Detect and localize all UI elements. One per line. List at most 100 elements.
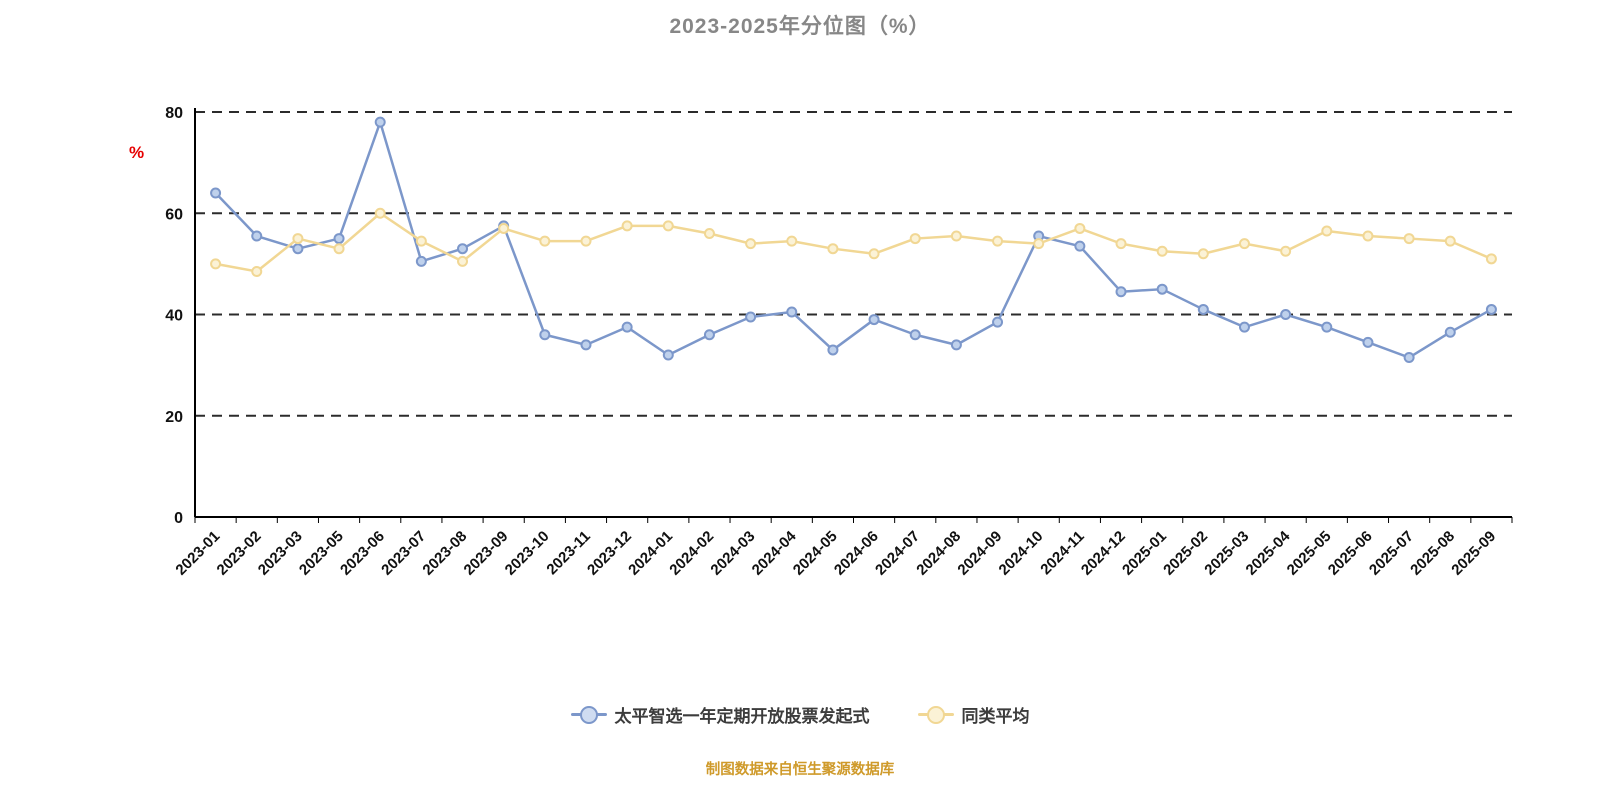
data-point [786,306,798,318]
data-point [909,233,921,245]
y-tick-label-0: 0 [174,510,183,527]
data-point [415,255,427,267]
data-point [1238,238,1250,250]
data-point [1197,303,1209,315]
average-series-marker-icon [917,705,954,724]
series-line-0 [214,120,1493,359]
x-tick-label: 2024-10 [996,528,1047,579]
data-point [1403,352,1415,364]
data-point [662,220,674,232]
x-tick-label: 2023-03 [255,528,306,579]
data-point [1074,240,1086,252]
y-tick-label-60: 60 [165,206,183,223]
data-point [374,116,386,128]
data-point [1403,233,1415,245]
x-tick-label: 2024-02 [666,528,717,579]
data-point [827,344,839,356]
data-point [1115,238,1127,250]
data-point [210,258,222,270]
x-tick-label: 2024-05 [790,528,841,579]
data-point [621,321,633,333]
data-point [1033,238,1045,250]
y-tick-label-80: 80 [165,105,183,122]
x-tick-label: 2024-03 [707,528,758,579]
data-point [457,255,469,267]
data-point [1074,222,1086,234]
x-tick-label: 2023-12 [584,528,635,579]
data-point [745,311,757,323]
x-tick-label: 2023-07 [378,528,429,579]
x-tick-label: 2024-09 [954,528,1005,579]
data-point [1485,303,1497,315]
data-point [580,235,592,247]
data-point [251,265,263,277]
data-point [1197,248,1209,260]
fund-series-marker-icon [570,705,607,724]
data-point [703,228,715,239]
data-point [1156,245,1168,257]
x-tick-label: 2023-10 [502,528,553,579]
x-tick-label: 2025-07 [1366,528,1417,579]
legend-label-fund: 太平智选一年定期开放股票发起式 [614,707,870,726]
x-tick-label: 2025-06 [1325,528,1376,579]
data-point [1321,321,1333,333]
data-point [662,349,674,361]
data-point [868,314,880,326]
data-point [251,230,263,242]
x-tick-label: 2023-06 [337,528,388,579]
legend-item-average[interactable]: 同类平均 [917,702,1030,727]
x-tick-label: 2024-01 [625,528,676,579]
data-point [909,329,921,341]
x-tick-label: 2025-09 [1448,528,1499,579]
data-point [745,238,757,250]
x-tick-label: 2023-05 [296,528,347,579]
data-point [868,248,880,260]
data-point [1156,283,1168,295]
data-point [415,235,427,247]
data-point [992,235,1004,247]
data-point [1444,235,1456,247]
data-point [292,233,304,245]
x-tick-label: 2024-06 [831,528,882,579]
y-axis-unit-label: % [129,143,145,162]
series-line-1 [214,212,1493,273]
x-tick-label: 2024-08 [913,528,964,579]
data-point [457,243,469,255]
data-point [1280,245,1292,257]
data-point [1115,286,1127,298]
data-point [827,243,839,255]
data-point [950,339,962,351]
data-point [1280,309,1292,320]
data-point [1238,321,1250,333]
y-tick-label-40: 40 [165,308,183,325]
x-tick-label: 2023-02 [214,528,265,579]
data-point [539,235,551,247]
data-point [333,243,345,255]
x-tick-label: 2023-01 [172,528,223,579]
data-point [1444,326,1456,338]
x-tick-label: 2024-12 [1078,528,1129,579]
x-tick-label: 2025-03 [1201,528,1252,579]
data-point [1321,225,1333,237]
x-tick-label: 2024-04 [749,527,800,578]
data-point [1362,336,1374,348]
data-point [703,329,715,341]
data-point [210,187,222,199]
x-tick-label: 2025-08 [1407,528,1458,579]
x-tick-label: 2023-11 [543,528,593,578]
legend-label-average: 同类平均 [961,707,1030,726]
x-tick-label: 2025-04 [1243,527,1294,578]
x-tick-label: 2025-02 [1160,528,1211,579]
data-point [621,220,633,232]
x-tick-label: 2024-11 [1037,528,1087,578]
data-point [786,235,798,247]
x-tick-label: 2023-09 [461,528,512,579]
legend-item-fund[interactable]: 太平智选一年定期开放股票发起式 [570,702,870,727]
chart-legend: 太平智选一年定期开放股票发起式 同类平均 [0,702,1600,727]
data-point [1485,253,1497,265]
data-source-note: 制图数据来自恒生聚源数据库 [705,762,895,778]
data-point [950,230,962,242]
line-chart-plot: 0204060802023-012023-022023-032023-05202… [165,105,1513,579]
chart-title: 2023-2025年分位图（%） [669,15,931,38]
